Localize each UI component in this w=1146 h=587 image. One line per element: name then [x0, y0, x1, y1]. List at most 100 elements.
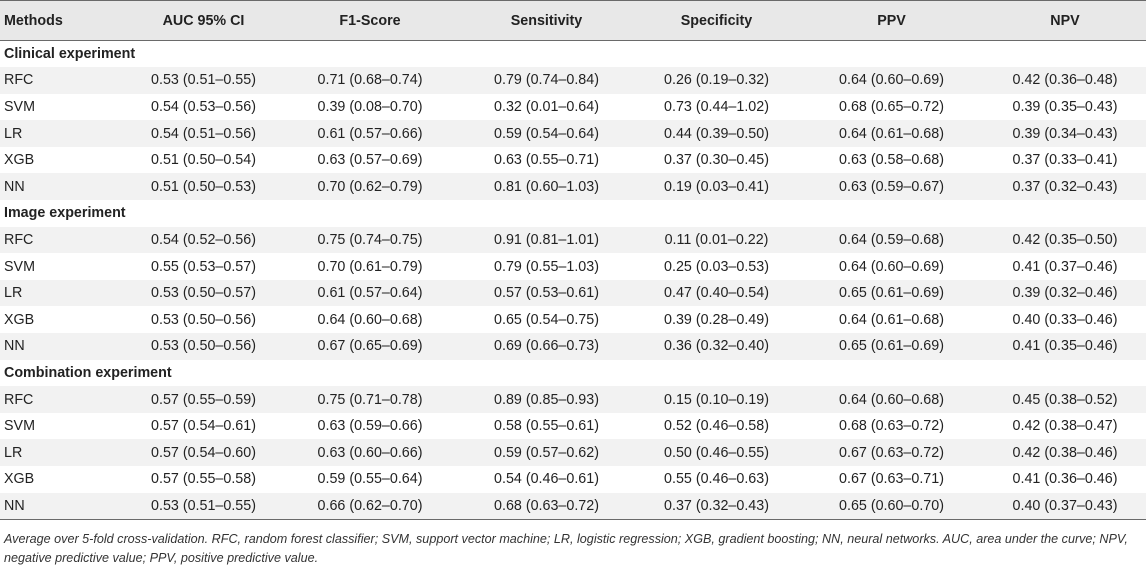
value-cell: 0.19 (0.03–0.41) [664, 178, 769, 195]
value-cell: 0.15 (0.10–0.19) [664, 391, 769, 408]
value-cell: 0.64 (0.59–0.68) [839, 231, 944, 248]
value-cell: 0.91 (0.81–1.01) [494, 231, 599, 248]
value-cell: 0.11 (0.01–0.22) [664, 231, 769, 248]
value-cell: 0.64 (0.61–0.68) [839, 125, 944, 142]
value-cell: 0.61 (0.57–0.64) [317, 285, 423, 302]
value-cell: 0.67 (0.65–0.69) [317, 338, 423, 355]
method-cell: RFC [4, 72, 34, 89]
method-cell: SVM [4, 258, 35, 275]
value-cell: 0.64 (0.60–0.69) [839, 72, 944, 89]
value-cell: 0.68 (0.65–0.72) [839, 98, 944, 115]
value-cell: 0.63 (0.55–0.71) [494, 152, 599, 169]
table-row: SVM 0.55 (0.53–0.57) 0.70 (0.61–0.79) 0.79 … [0, 253, 1146, 280]
method-cell: NN [4, 338, 25, 355]
value-cell: 0.89 (0.85–0.93) [494, 391, 599, 408]
table-row: RFC 0.53 (0.51–0.55) 0.71 (0.68–0.74) 0.79 … [0, 67, 1146, 94]
value-cell: 0.42 (0.36–0.48) [1012, 72, 1118, 89]
value-cell: 0.68 (0.63–0.72) [459, 492, 634, 520]
method-cell: LR [4, 125, 23, 142]
value-cell: 0.42 (0.38–0.46) [1012, 444, 1118, 461]
value-cell: 0.37 (0.32–0.43) [1012, 178, 1118, 195]
value-cell: 0.51 (0.50–0.53) [151, 178, 256, 195]
value-cell: 0.40 (0.37–0.43) [984, 492, 1146, 520]
table-row: LR 0.57 (0.54–0.60) 0.63 (0.60–0.66) 0.59 (… [0, 439, 1146, 466]
method-cell: XGB [4, 311, 35, 328]
value-cell: 0.63 (0.57–0.69) [317, 152, 423, 169]
value-cell: 0.54 (0.52–0.56) [151, 231, 256, 248]
table-header: Methods AUC 95% CI F1-Score Sensitivity … [0, 0, 1146, 41]
value-cell: 0.79 (0.55–1.03) [494, 258, 599, 275]
value-cell: 0.36 (0.32–0.40) [664, 338, 769, 355]
value-cell: 0.63 (0.60–0.66) [317, 444, 423, 461]
value-cell: 0.57 (0.55–0.58) [151, 471, 256, 488]
value-cell: 0.52 (0.46–0.58) [664, 418, 769, 435]
table-row: LR 0.54 (0.51–0.56) 0.61 (0.57–0.66) 0.59 (… [0, 120, 1146, 147]
value-cell: 0.39 (0.32–0.46) [1012, 285, 1118, 302]
method-cell: NN [0, 492, 126, 520]
value-cell: 0.71 (0.68–0.74) [317, 72, 423, 89]
value-cell: 0.65 (0.54–0.75) [494, 311, 599, 328]
value-cell: 0.59 (0.55–0.64) [317, 471, 423, 488]
table-body: Clinical experiment RFC 0.53 (0.51–0.55) 0.… [0, 41, 1146, 520]
section-title: Combination experiment [4, 364, 172, 381]
value-cell: 0.57 (0.54–0.61) [151, 418, 256, 435]
table-row: XGB 0.57 (0.55–0.58) 0.59 (0.55–0.64) 0.54 … [0, 466, 1146, 493]
value-cell: 0.63 (0.59–0.66) [317, 418, 423, 435]
method-cell: SVM [4, 418, 35, 435]
value-cell: 0.41 (0.35–0.46) [1012, 338, 1118, 355]
value-cell: 0.57 (0.55–0.59) [151, 391, 256, 408]
value-cell: 0.69 (0.66–0.73) [494, 338, 599, 355]
header-methods: Methods [0, 0, 126, 41]
value-cell: 0.37 (0.33–0.41) [1012, 152, 1118, 169]
value-cell: 0.68 (0.63–0.72) [839, 418, 944, 435]
value-cell: 0.37 (0.32–0.43) [634, 492, 799, 520]
value-cell: 0.53 (0.50–0.57) [151, 285, 256, 302]
value-cell: 0.57 (0.53–0.61) [494, 285, 599, 302]
value-cell: 0.63 (0.58–0.68) [839, 152, 944, 169]
value-cell: 0.45 (0.38–0.52) [1012, 391, 1118, 408]
value-cell: 0.70 (0.62–0.79) [317, 178, 423, 195]
section-title: Image experiment [4, 205, 126, 222]
value-cell: 0.54 (0.51–0.56) [151, 125, 256, 142]
value-cell: 0.47 (0.40–0.54) [664, 285, 769, 302]
header-npv: NPV [984, 0, 1146, 41]
header-specificity: Specificity [634, 0, 799, 41]
table-row: XGB 0.51 (0.50–0.54) 0.63 (0.57–0.69) 0.63 … [0, 147, 1146, 174]
value-cell: 0.44 (0.39–0.50) [664, 125, 769, 142]
method-cell: NN [4, 178, 25, 195]
table-row: NN 0.51 (0.50–0.53) 0.70 (0.62–0.79) 0.81 (… [0, 173, 1146, 201]
value-cell: 0.50 (0.46–0.55) [664, 444, 769, 461]
header-auc: AUC 95% CI [126, 0, 281, 41]
value-cell: 0.64 (0.61–0.68) [839, 311, 944, 328]
value-cell: 0.57 (0.54–0.60) [151, 444, 256, 461]
value-cell: 0.53 (0.50–0.56) [151, 311, 256, 328]
value-cell: 0.66 (0.62–0.70) [281, 492, 459, 520]
value-cell: 0.65 (0.61–0.69) [839, 285, 944, 302]
value-cell: 0.40 (0.33–0.46) [1012, 311, 1118, 328]
value-cell: 0.64 (0.60–0.68) [317, 311, 423, 328]
value-cell: 0.67 (0.63–0.71) [839, 471, 944, 488]
value-cell: 0.53 (0.51–0.55) [151, 72, 256, 89]
method-cell: XGB [4, 152, 35, 169]
table-row: RFC 0.57 (0.55–0.59) 0.75 (0.71–0.78) 0.89 … [0, 386, 1146, 413]
header-ppv: PPV [799, 0, 984, 41]
table-row: NN 0.53 (0.50–0.56) 0.67 (0.65–0.69) 0.69 (… [0, 333, 1146, 360]
value-cell: 0.39 (0.28–0.49) [664, 311, 769, 328]
value-cell: 0.39 (0.34–0.43) [1012, 125, 1118, 142]
value-cell: 0.59 (0.54–0.64) [494, 125, 599, 142]
value-cell: 0.55 (0.46–0.63) [664, 471, 769, 488]
section-title: Clinical experiment [4, 46, 136, 63]
value-cell: 0.81 (0.60–1.03) [494, 178, 599, 195]
table-row: NN 0.53 (0.51–0.55) 0.66 (0.62–0.70) 0.68 (… [0, 492, 1146, 520]
value-cell: 0.73 (0.44–1.02) [664, 98, 769, 115]
table-row: SVM 0.54 (0.53–0.56) 0.39 (0.08–0.70) 0.32 … [0, 94, 1146, 121]
value-cell: 0.41 (0.36–0.46) [1012, 471, 1118, 488]
value-cell: 0.51 (0.50–0.54) [151, 152, 256, 169]
value-cell: 0.55 (0.53–0.57) [151, 258, 256, 275]
value-cell: 0.67 (0.63–0.72) [839, 444, 944, 461]
method-cell: SVM [4, 98, 35, 115]
value-cell: 0.65 (0.60–0.70) [799, 492, 984, 520]
value-cell: 0.39 (0.35–0.43) [1012, 98, 1118, 115]
header-f1-score: F1-Score [281, 0, 459, 41]
value-cell: 0.39 (0.08–0.70) [317, 98, 423, 115]
